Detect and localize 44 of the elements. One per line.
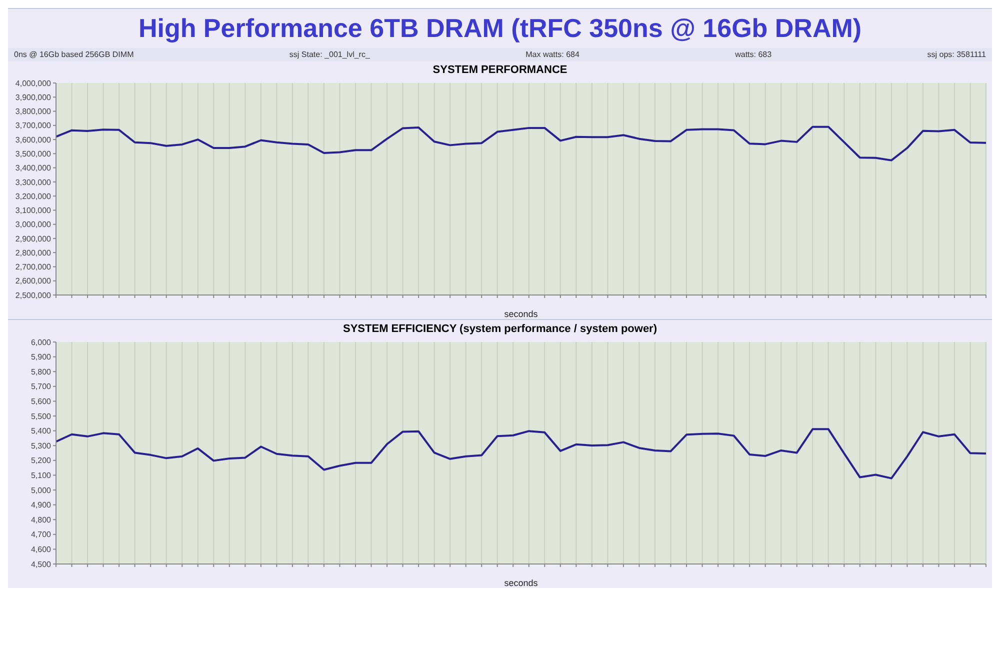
y-tick-label: 3,000,000 [15, 220, 52, 230]
y-tick-label: 5,900 [30, 352, 52, 362]
x-axis-title: seconds [504, 309, 538, 319]
y-tick-label: 3,200,000 [15, 192, 52, 201]
y-tick-label: 5,500 [30, 412, 52, 421]
y-tick-label: 3,700,000 [15, 121, 52, 130]
y-tick-label: 5,000 [30, 486, 52, 495]
y-tick-label: 5,800 [30, 367, 52, 376]
y-tick-label: 3,300,000 [15, 178, 52, 187]
chart-title: SYSTEM EFFICIENCY (system performance / system power) [342, 322, 658, 337]
y-tick-label: 4,900 [30, 500, 52, 510]
y-tick-label: 5,400 [30, 426, 52, 436]
y-tick-label: 5,700 [30, 382, 52, 392]
line-series [55, 428, 987, 480]
y-tick-label: 4,000,000 [15, 78, 52, 88]
y-tick-label: 2,500,000 [15, 290, 52, 300]
y-tick-label: 4,600 [30, 545, 52, 554]
y-tick-label: 4,800 [30, 515, 52, 524]
y-tick-label: 2,800,000 [15, 248, 52, 258]
y-tick-label: 2,700,000 [15, 262, 52, 272]
y-tick-label: 3,900,000 [15, 92, 52, 102]
text: 0ns @ 16Gb based 256GB DIMM [14, 50, 134, 59]
x-axis-title: seconds [504, 578, 538, 588]
y-tick-label: 2,900,000 [15, 234, 52, 244]
y-tick-label: 3,500,000 [15, 150, 52, 159]
y-tick-label: 3,100,000 [15, 206, 52, 216]
y-tick-label: 2,600,000 [15, 276, 52, 286]
y-tick-label: 4,700 [30, 530, 52, 540]
y-tick-label: 3,400,000 [15, 164, 52, 173]
chart-subtitle: SYSTEM PERFORMANCE [432, 63, 568, 78]
y-tick-label: 5,100 [30, 471, 52, 480]
text: ssj ops: 3581111 [927, 50, 986, 59]
y-tick-label: 6,000 [30, 338, 52, 347]
y-tick-label: 5,600 [30, 397, 52, 406]
text: Max watts: 684 [526, 50, 580, 59]
text: ssj State: _001_lvl_rc_ [289, 50, 370, 59]
y-tick-label: 5,300 [30, 441, 52, 450]
y-tick-label: 3,800,000 [15, 107, 52, 116]
line-series [55, 126, 987, 162]
text: watts: 683 [735, 50, 772, 59]
y-tick-label: 3,600,000 [15, 135, 52, 144]
y-tick-label: 5,200 [30, 456, 52, 466]
chart-title: High Performance 6TB DRAM (tRFC 350ns @ 16Gb DRAM) [137, 12, 863, 45]
y-tick-label: 4,500 [30, 560, 52, 569]
